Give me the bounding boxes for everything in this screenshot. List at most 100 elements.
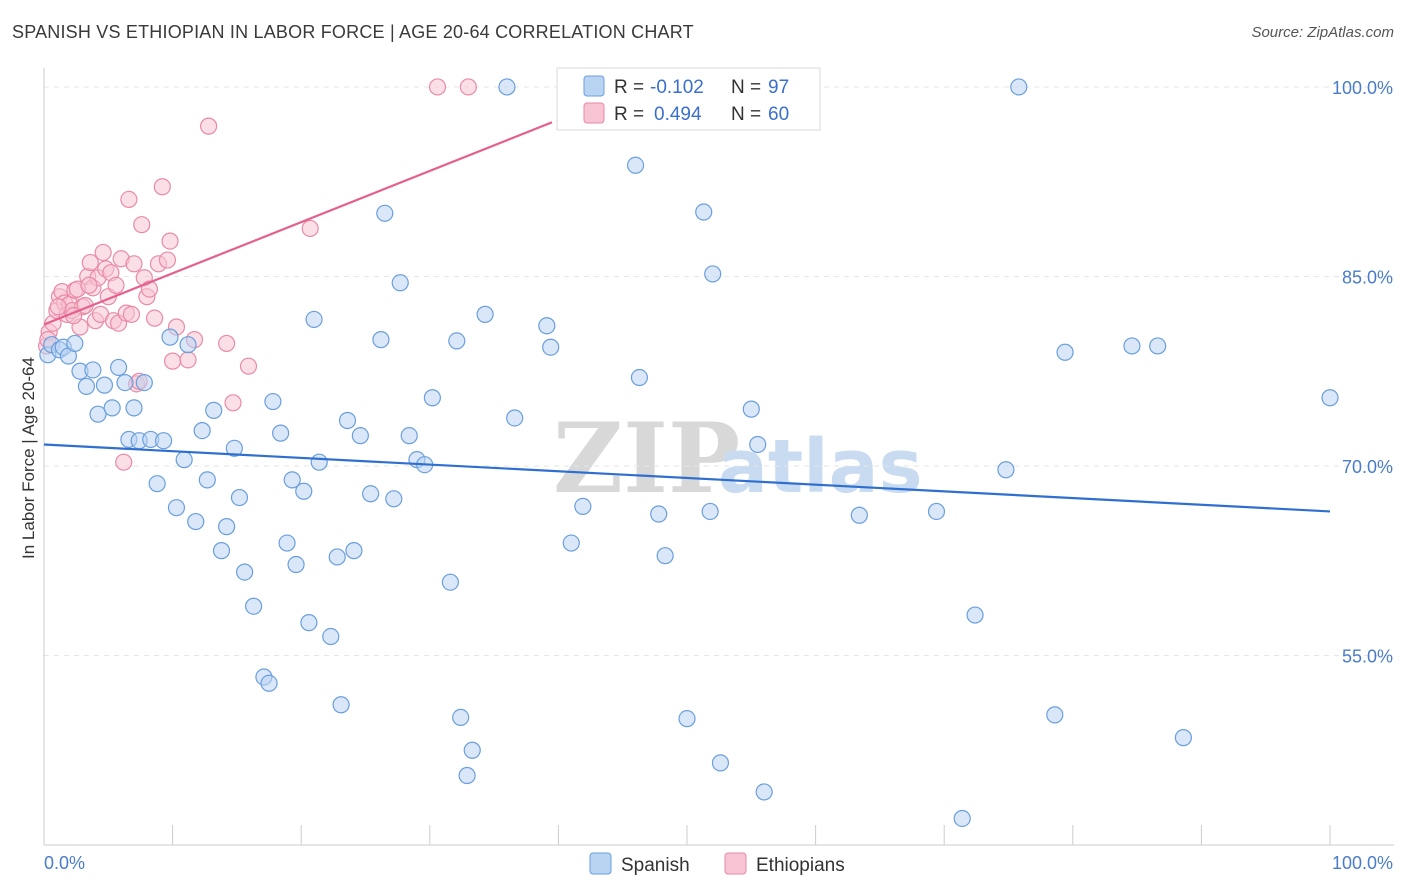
y-tick-label-3: 100.0% — [1332, 78, 1393, 98]
point-spanish-62 — [448, 332, 466, 350]
x-tick-label-0: 0.0% — [44, 853, 85, 873]
point-spanish-20 — [154, 432, 173, 450]
point-spanish-74 — [626, 156, 645, 174]
point-spanish-82 — [711, 754, 730, 772]
x-tick-label-1: 100.0% — [1332, 853, 1393, 873]
point-spanish-25 — [187, 512, 205, 531]
point-spanish-37 — [264, 392, 282, 411]
point-spanish-70 — [542, 338, 560, 356]
point-spanish-19 — [148, 475, 166, 493]
point-spanish-55 — [385, 490, 403, 508]
point-ethiopian-16 — [81, 253, 99, 272]
trend-line-ethiopian — [43, 121, 553, 326]
legend-r-label-ethiopians: R = — [614, 104, 644, 125]
point-spanish-28 — [205, 401, 223, 419]
point-spanish-13 — [116, 373, 134, 392]
legend-n-label-spanish: N = — [731, 77, 761, 98]
legend-n-value-spanish: 97 — [768, 77, 789, 98]
trend-line-spanish — [43, 443, 1331, 513]
point-spanish-71 — [562, 534, 580, 552]
point-spanish-61 — [441, 573, 459, 591]
watermark-zip: ZIP — [553, 402, 740, 515]
legend-n-label-ethiopians: N = — [731, 104, 761, 125]
point-ethiopian-26 — [107, 276, 125, 294]
point-spanish-77 — [656, 547, 674, 565]
legend-n-value-ethiopians: 60 — [768, 104, 789, 125]
point-spanish-23 — [175, 451, 193, 469]
point-ethiopian-32 — [122, 305, 141, 323]
point-spanish-10 — [95, 376, 114, 394]
legend-r-label-spanish: R = — [614, 77, 644, 98]
point-spanish-84 — [749, 435, 767, 454]
point-ethiopian-51 — [224, 394, 242, 412]
point-spanish-97 — [1321, 389, 1339, 407]
y-axis-label: In Labor Force | Age 20-64 — [19, 357, 38, 559]
point-spanish-65 — [463, 741, 481, 759]
point-spanish-64 — [458, 766, 476, 785]
trend-lines — [43, 121, 1331, 513]
point-spanish-66 — [476, 305, 494, 323]
point-spanish-81 — [704, 265, 722, 283]
point-ethiopian-29 — [115, 453, 133, 471]
point-spanish-15 — [125, 399, 143, 417]
point-spanish-43 — [300, 614, 318, 632]
legend-bottom-swatch-ethiopians — [724, 852, 747, 875]
point-spanish-94 — [1123, 337, 1141, 355]
point-spanish-83 — [742, 400, 760, 418]
point-spanish-27 — [198, 471, 216, 489]
point-spanish-57 — [400, 427, 418, 445]
watermark-atlas: atlas — [718, 424, 923, 510]
stats-legend: R = -0.102 N = 97 R = 0.494 N = 60 — [556, 67, 821, 131]
point-spanish-26 — [193, 422, 211, 440]
series-ethiopians — [37, 78, 477, 471]
point-ethiopian-52 — [239, 357, 258, 375]
point-ethiopian-45 — [164, 352, 182, 370]
point-ethiopian-42 — [153, 178, 171, 196]
point-spanish-46 — [322, 627, 340, 646]
point-ethiopian-43 — [158, 251, 177, 269]
point-spanish-8 — [84, 361, 102, 379]
point-spanish-22 — [167, 499, 186, 517]
point-spanish-5 — [66, 334, 84, 353]
point-spanish-42 — [295, 482, 313, 500]
point-spanish-90 — [997, 461, 1015, 479]
point-ethiopian-50 — [218, 334, 236, 353]
point-spanish-92 — [1046, 706, 1064, 724]
point-spanish-67 — [498, 78, 516, 96]
point-spanish-85 — [755, 783, 773, 801]
point-ethiopian-36 — [133, 216, 151, 234]
point-spanish-34 — [245, 597, 263, 615]
point-ethiopian-55 — [459, 78, 477, 96]
point-spanish-24 — [179, 336, 197, 354]
point-ethiopian-21 — [94, 243, 112, 262]
point-ethiopian-59 — [80, 276, 98, 294]
point-spanish-12 — [109, 358, 128, 377]
legend-r-value-ethiopians: 0.494 — [654, 104, 702, 125]
point-spanish-80 — [701, 502, 719, 521]
point-spanish-39 — [278, 534, 296, 552]
point-spanish-53 — [372, 331, 390, 349]
point-spanish-21 — [161, 328, 179, 346]
point-spanish-89 — [966, 606, 984, 624]
point-spanish-32 — [230, 488, 249, 507]
point-spanish-52 — [362, 485, 380, 503]
point-spanish-48 — [332, 696, 350, 714]
point-spanish-45 — [310, 453, 328, 471]
point-spanish-31 — [225, 439, 243, 457]
point-spanish-49 — [338, 411, 357, 430]
point-spanish-79 — [695, 203, 713, 221]
point-spanish-54 — [376, 204, 394, 222]
legend-bottom-label-spanish: Spanish — [621, 855, 690, 876]
point-spanish-78 — [678, 710, 696, 728]
point-ethiopian-31 — [120, 190, 138, 208]
point-spanish-96 — [1174, 729, 1192, 747]
point-spanish-93 — [1056, 343, 1074, 361]
point-ethiopian-49 — [200, 117, 218, 135]
point-spanish-75 — [630, 368, 649, 387]
point-spanish-7 — [77, 377, 96, 395]
point-spanish-86 — [850, 506, 868, 524]
legend-swatch-spanish — [583, 75, 605, 97]
point-spanish-60 — [423, 389, 441, 407]
point-spanish-95 — [1149, 337, 1167, 355]
